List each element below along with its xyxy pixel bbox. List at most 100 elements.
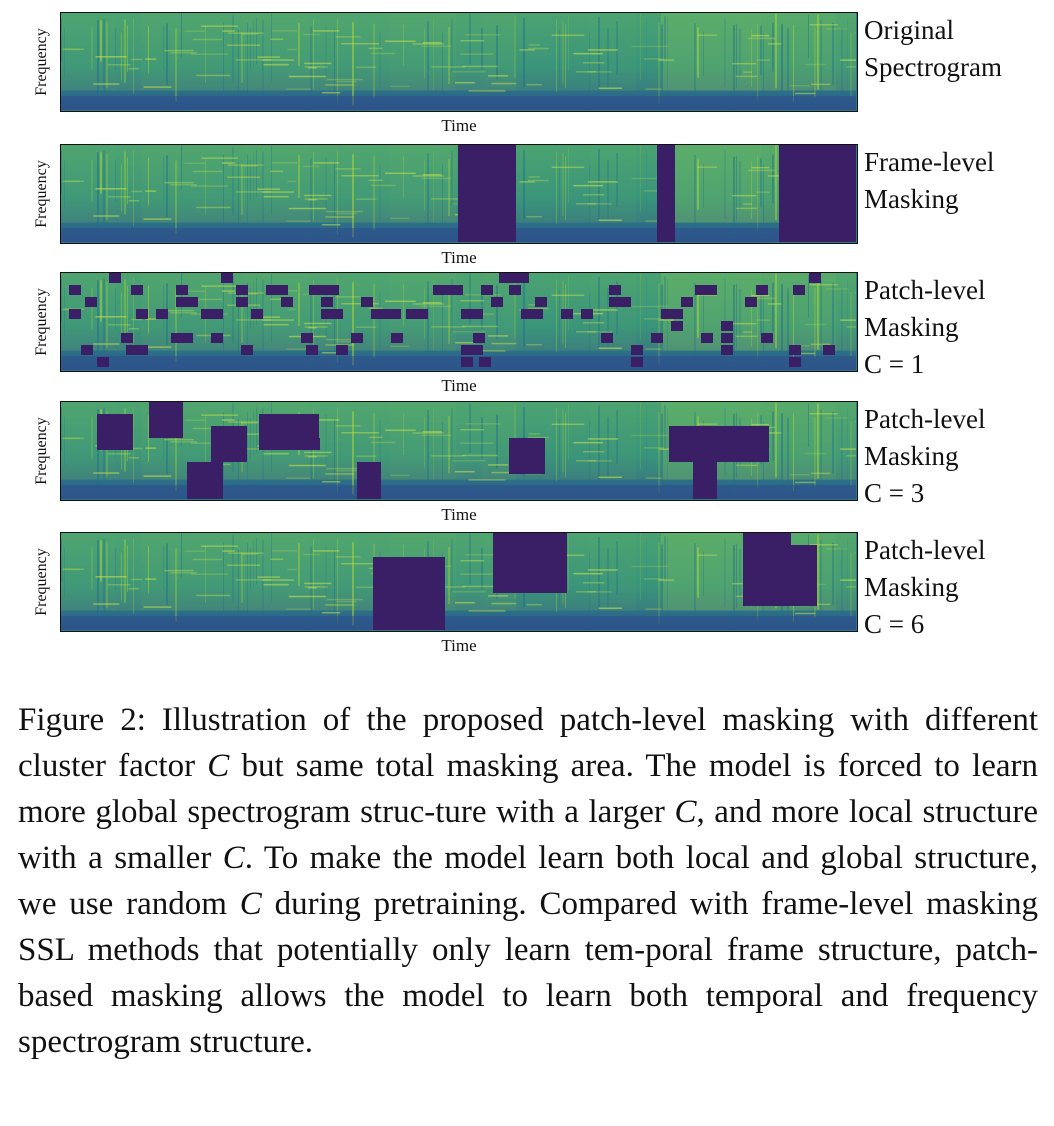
mask-block	[779, 145, 856, 242]
mask-block	[406, 309, 428, 319]
variable-c: C	[222, 840, 245, 876]
mask-block	[81, 345, 93, 355]
spectrogram-image	[61, 145, 856, 242]
mask-block	[461, 309, 483, 319]
mask-block	[85, 297, 97, 307]
mask-block	[693, 462, 717, 499]
spectrogram-patch-c3	[60, 401, 858, 501]
spectrogram-image	[61, 13, 856, 110]
variable-c: C	[674, 794, 697, 830]
panel-patch-c3: Frequency Time Patch-level Masking C = 3	[0, 401, 1054, 533]
mask-block	[631, 345, 643, 355]
mask-block	[761, 333, 773, 343]
panel-frame-level: Frequency Time Frame-level Masking	[0, 144, 1054, 276]
mask-block	[121, 333, 133, 343]
mask-block	[479, 357, 491, 367]
mask-block	[743, 533, 791, 606]
mask-block	[309, 285, 339, 295]
mask-block	[241, 345, 253, 355]
mask-block	[97, 357, 109, 367]
mask-block	[187, 462, 223, 499]
mask-block	[695, 285, 717, 295]
mask-block	[481, 285, 493, 295]
mask-block	[521, 309, 543, 319]
mask-block	[721, 345, 733, 355]
mask-block	[669, 426, 769, 462]
mask-block	[321, 297, 333, 307]
x-axis-label: Time	[441, 116, 477, 135]
mask-block	[211, 426, 247, 462]
mask-block	[371, 309, 401, 319]
mask-block	[336, 345, 348, 355]
panel-patch-c1: Frequency Time Patch-level Masking C = 1	[0, 272, 1054, 404]
mask-block	[509, 285, 521, 295]
spectrogram-patch-c6	[60, 532, 858, 632]
x-axis-label: Time	[441, 248, 477, 267]
y-axis-label: Frequency	[33, 160, 50, 228]
mask-block	[361, 297, 373, 307]
mask-block	[296, 438, 320, 450]
y-axis-label: Frequency	[33, 288, 50, 356]
mask-block	[671, 321, 683, 331]
mask-block	[321, 309, 343, 319]
mask-block	[809, 273, 821, 283]
y-axis-label: Frequency	[33, 548, 50, 616]
mask-block	[493, 533, 567, 593]
mask-block	[789, 357, 801, 367]
spectrogram-image	[61, 273, 856, 370]
mask-block	[126, 345, 148, 355]
x-axis-label: Time	[441, 505, 477, 524]
mask-block	[109, 273, 121, 283]
mask-block	[458, 145, 516, 242]
mask-block	[281, 297, 293, 307]
y-axis-label: Frequency	[33, 417, 50, 485]
figure-caption: Figure 2: Illustration of the proposed p…	[18, 702, 1038, 1060]
mask-block	[266, 285, 288, 295]
spectrogram-frame-level	[60, 144, 858, 244]
panel-label: Frame-level Masking	[864, 147, 995, 214]
mask-block	[657, 145, 675, 242]
mask-block	[97, 414, 133, 450]
mask-block	[461, 357, 473, 367]
mask-block	[701, 333, 713, 343]
mask-block	[201, 309, 223, 319]
mask-block	[793, 285, 805, 295]
panel-original: Frequency Time Original Spectrogram	[0, 12, 1054, 144]
mask-block	[221, 273, 233, 283]
mask-block	[373, 557, 445, 630]
mask-block	[306, 345, 318, 355]
mask-block	[211, 333, 223, 343]
panel-label: Patch-level Masking C = 1	[864, 275, 986, 379]
mask-block	[391, 333, 403, 343]
mask-block	[823, 345, 835, 355]
mask-block	[473, 333, 485, 343]
mask-block	[131, 285, 143, 295]
spectrogram-patch-c1	[60, 272, 858, 372]
mask-block	[176, 297, 198, 307]
mask-block	[561, 309, 573, 319]
mask-block	[351, 333, 363, 343]
mask-block	[581, 309, 593, 319]
mask-block	[721, 333, 733, 343]
mask-block	[69, 309, 81, 319]
x-axis-label: Time	[441, 636, 477, 655]
mask-block	[171, 333, 193, 343]
y-axis-label: Frequency	[33, 28, 50, 96]
mask-block	[236, 285, 248, 295]
mask-block	[756, 285, 768, 295]
spectrogram-image	[61, 402, 856, 499]
mask-block	[499, 273, 529, 283]
panel-label: Original Spectrogram	[864, 15, 1002, 82]
mask-block	[176, 285, 188, 295]
mask-block	[609, 285, 621, 295]
panel-patch-c6: Frequency Time Patch-level Masking C = 6	[0, 532, 1054, 664]
panel-label: Patch-level Masking C = 3	[864, 404, 986, 508]
spectrogram-image	[61, 533, 856, 630]
spectrogram-original	[60, 12, 858, 112]
mask-block	[745, 297, 757, 307]
mask-block	[357, 462, 381, 499]
variable-c: C	[239, 886, 262, 922]
mask-block	[236, 297, 248, 307]
mask-block	[251, 309, 263, 319]
mask-block	[136, 309, 148, 319]
